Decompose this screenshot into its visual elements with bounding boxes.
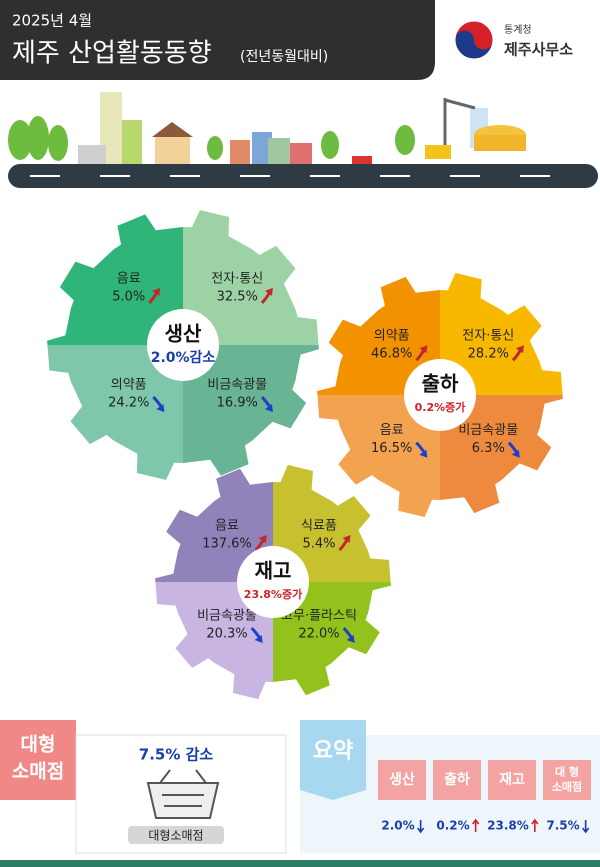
gear-segment [47,345,183,480]
gear-center [147,309,219,381]
down-arrow-head [254,635,263,643]
up-arrow-head [515,345,524,354]
item-label: 비금속광물 [458,423,518,438]
up-arrow-head [264,287,273,296]
summary-value: 0.2% [436,819,469,833]
item-label: 비금속광물 [207,378,267,393]
item-value: 5.0% [112,289,145,304]
down-arrow-head [156,404,165,413]
gears: 음료 5.0% 전자·통신 32.5% 의약품 24.2% 비금속광물 16.9% 생산 2.0%… [47,210,563,700]
item-value: 6.3% [472,441,505,456]
summary-value: 2.0% [381,819,414,833]
gear: 의약품 46.8% 전자·통신 28.2% 음료 16.5% 비금속광물 6.3% 출하 0.2%… [317,273,563,517]
retail-label: 소매점 [12,761,64,783]
gear-segment [317,395,440,517]
header-subtitle: (전년동월대비) [240,49,328,65]
retail-caption: 대형소매점 [148,829,203,843]
summary-box [433,760,481,800]
gear-segment [183,345,319,476]
summary-title: 요약 [313,739,353,764]
gear-segment [317,276,440,395]
item-value: 32.5% [217,289,258,304]
item-label: 의약품 [111,378,147,393]
item-label: 의약품 [374,329,410,344]
item-value: 22.0% [298,627,339,642]
item-label: 비금속광물 [197,609,257,624]
item-value: 5.4% [302,537,335,552]
summary-box [488,760,536,800]
gear-segment [273,464,391,582]
summary-title-box [300,720,366,800]
summary-label: 대 형 [555,765,579,779]
item-label: 전자·통신 [211,271,263,286]
summary-items: 생산 2.0% 출하 0.2% 재고 23.8% 대 형소매점 7.5% [378,760,591,834]
gear-segment [155,468,273,582]
summary-value: 7.5% [546,819,579,833]
item-label: 음료 [215,519,239,534]
summary-box [378,760,426,800]
gear-center [237,546,309,618]
item-label: 음료 [380,423,404,438]
retail-caption-box [128,826,224,844]
item-value: 46.8% [371,347,412,362]
org-top: 통계청 [504,24,532,36]
gear-summary: 2.0%감소 [151,349,216,366]
item-value: 28.2% [468,347,509,362]
summary-label: 소매점 [552,780,582,794]
up-arrow-head [419,345,428,354]
item-label: 전자·통신 [462,329,514,344]
up-arrow-head [342,535,351,543]
summary-value: 23.8% [487,819,529,833]
item-value: 24.2% [108,396,149,411]
down-arrow-head [419,449,428,458]
header-date: 2025년 4월 [12,12,92,30]
org-name: 제주사무소 [504,41,573,59]
summary-label: 출하 [444,771,470,788]
gear-name: 출하 [422,372,459,396]
down-arrow-head [264,404,273,413]
item-value: 20.3% [206,627,247,642]
retail-label: 대형 [21,734,56,756]
summary-label: 생산 [389,771,415,788]
gear-segment [155,582,273,700]
retail-label-box [0,720,76,800]
summary-box [543,760,591,800]
footer-bar [0,860,600,867]
gear-segment [183,210,319,345]
up-arrow [531,818,539,832]
item-label: 음료 [117,271,141,286]
cityscape [8,92,598,188]
item-value: 16.9% [217,396,258,411]
down-arrow [417,820,425,834]
header-bar [0,0,435,80]
logo [454,20,494,60]
gear-summary: 23.8%증가 [244,587,302,601]
up-arrow [472,818,480,832]
down-arrow-head [511,449,520,458]
gear-segment [273,582,391,696]
item-label: 식료품 [301,519,337,534]
summary-label: 재고 [499,772,525,788]
gear-name: 생산 [165,322,202,346]
gear-segment [440,395,563,514]
basket-icon [146,769,220,819]
gear-segment [47,214,183,345]
gear-name: 재고 [255,559,292,583]
gear: 음료 137.6% 식료품 5.4% 비금속광물 20.3% 고무·플라스틱 22.0% 재고 2… [155,464,391,700]
down-arrow-head [346,635,355,643]
gear-summary: 0.2%증가 [415,400,466,414]
item-value: 16.5% [371,441,412,456]
up-arrow-head [258,535,267,543]
gear: 음료 5.0% 전자·통신 32.5% 의약품 24.2% 비금속광물 16.9% 생산 2.0%… [47,210,319,480]
gear-segment [440,273,563,395]
down-arrow [582,820,590,834]
item-value: 137.6% [202,537,252,552]
item-label: 고무·플라스틱 [281,609,357,624]
header-title: 제주 산업활동동향 [12,39,212,69]
gear-center [404,359,476,431]
retail-value: 7.5% 감소 [139,746,214,764]
up-arrow-head [152,287,161,296]
